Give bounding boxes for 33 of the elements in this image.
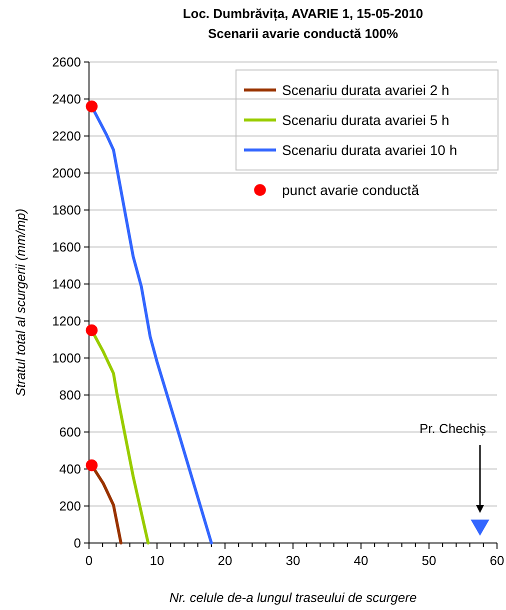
legend-label: Scenariu durata avariei 5 h <box>282 112 450 128</box>
x-tick-label: 40 <box>354 553 368 568</box>
y-tick-label: 1000 <box>52 350 81 366</box>
point <box>86 100 98 112</box>
y-tick-label: 1600 <box>52 240 81 255</box>
y-axis-title: Stratul total al scurgerii (mm/mp) <box>13 208 28 396</box>
y-tick-label: 2000 <box>52 166 81 181</box>
annotation: Pr. Chechiș <box>420 421 486 436</box>
x-tick-label: 60 <box>490 553 504 568</box>
legend-label: Scenariu durata avariei 10 h <box>282 142 458 158</box>
x-tick-label: 10 <box>150 553 164 568</box>
y-tick-label: 2400 <box>52 92 81 107</box>
y-tick-label: 0 <box>74 536 81 551</box>
y-tick-label: 2200 <box>52 128 81 144</box>
y-tick-label: 600 <box>59 424 81 440</box>
y-tick-label: 1800 <box>52 202 81 218</box>
chart-subtitle: Scenarii avarie conductă 100% <box>208 26 398 41</box>
y-tick-label: 200 <box>59 498 81 514</box>
point <box>86 324 98 336</box>
x-axis-title: Nr. celule de-a lungul traseului de scurgere <box>169 590 417 605</box>
x-tick-label: 50 <box>422 553 436 568</box>
y-tick-label: 800 <box>59 388 81 403</box>
x-tick-label: 30 <box>286 553 300 568</box>
x-tick-label: 0 <box>85 553 93 568</box>
y-tick-label: 1200 <box>52 314 81 329</box>
y-tick-label: 2600 <box>52 54 81 70</box>
point <box>86 459 98 472</box>
y-tick-label: 1400 <box>52 276 81 292</box>
x-tick-label: 20 <box>218 553 232 568</box>
chart-title: Loc. Dumbrăvița, AVARIE 1, 15-05-2010 <box>182 6 424 22</box>
legend-label: punct avarie conductă <box>282 182 420 198</box>
legend-label: Scenariu durata avariei 2 h <box>282 82 450 98</box>
y-tick-label: 400 <box>59 462 81 477</box>
